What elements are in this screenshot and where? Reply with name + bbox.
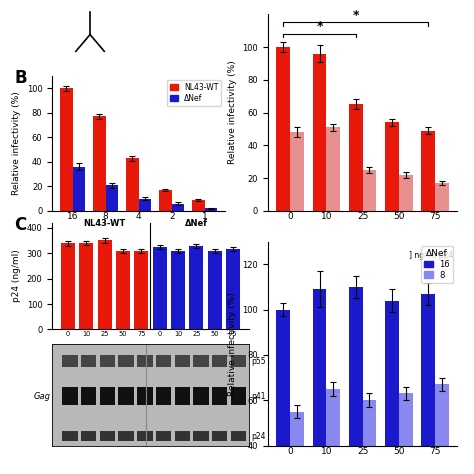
Bar [118, 355, 134, 367]
Text: B: B [14, 69, 27, 87]
Bar [385, 122, 399, 211]
Bar [276, 310, 290, 474]
Bar [231, 355, 246, 367]
Bar [81, 387, 96, 405]
Bar [212, 431, 228, 441]
Bar [135, 251, 148, 329]
Bar [363, 400, 376, 474]
Bar [193, 355, 209, 367]
Bar [435, 183, 449, 211]
Y-axis label: Relative infectivity (%): Relative infectivity (%) [12, 91, 21, 195]
Bar [421, 131, 435, 211]
Bar [231, 431, 246, 441]
Bar [172, 203, 184, 211]
Bar [126, 158, 138, 211]
Bar [98, 240, 111, 329]
Bar [116, 251, 130, 329]
Bar [137, 355, 153, 367]
Text: NL43-WT: NL43-WT [83, 219, 126, 228]
Bar [290, 411, 304, 474]
Y-axis label: Relative infectivity (%): Relative infectivity (%) [228, 61, 237, 164]
Bar [313, 54, 327, 211]
Bar [290, 132, 304, 211]
Bar [62, 355, 78, 367]
Bar [156, 355, 171, 367]
Bar [137, 431, 153, 441]
Bar [327, 128, 340, 211]
Bar [156, 387, 171, 405]
Bar [205, 209, 217, 211]
Bar [226, 249, 240, 329]
Bar [100, 387, 115, 405]
Text: p24 (ng/ml):: p24 (ng/ml): [107, 238, 170, 247]
Bar [137, 387, 153, 405]
Bar [153, 247, 166, 329]
Bar [100, 355, 115, 367]
Y-axis label: p24 (ng/ml): p24 (ng/ml) [12, 250, 21, 302]
Bar [399, 393, 412, 474]
Text: 2c (μM):: 2c (μM): [341, 250, 384, 259]
Bar [156, 431, 171, 441]
Text: p41: p41 [252, 392, 266, 401]
Bar [100, 431, 115, 441]
Text: p24: p24 [252, 431, 266, 440]
Text: *: * [316, 20, 323, 33]
Bar [193, 431, 209, 441]
Text: 2c (μM):: 2c (μM): [131, 351, 170, 360]
Bar [212, 355, 228, 367]
Bar [60, 88, 73, 211]
Text: C: C [14, 216, 27, 234]
Legend: NL43-WT, ΔNef: NL43-WT, ΔNef [167, 80, 221, 106]
Bar [62, 431, 78, 441]
Text: ] ng/ml p24: ] ng/ml p24 [410, 251, 454, 260]
Bar [349, 287, 363, 474]
Bar [93, 116, 106, 211]
Legend: 16, 8: 16, 8 [421, 246, 453, 283]
Y-axis label: Relative infectivity (%): Relative infectivity (%) [228, 292, 237, 395]
Bar [193, 387, 209, 405]
Bar [174, 387, 190, 405]
Bar [192, 200, 205, 211]
Bar [399, 175, 412, 211]
Bar [231, 387, 246, 405]
Bar [208, 251, 221, 329]
Text: Gag: Gag [33, 392, 50, 401]
Text: *: * [353, 9, 359, 22]
Bar [61, 243, 75, 329]
Bar [435, 384, 449, 474]
Bar [118, 431, 134, 441]
Bar [212, 387, 228, 405]
Bar [106, 185, 118, 211]
Bar [313, 289, 327, 474]
Bar [385, 301, 399, 474]
Bar [171, 251, 185, 329]
Bar [363, 170, 376, 211]
Bar [190, 246, 203, 329]
Bar [421, 294, 435, 474]
Text: p55: p55 [252, 356, 266, 365]
Bar [73, 167, 85, 211]
Text: ΔNef: ΔNef [185, 219, 208, 228]
Bar [81, 431, 96, 441]
Bar [118, 387, 134, 405]
Bar [138, 199, 151, 211]
Bar [159, 190, 172, 211]
Bar [276, 47, 290, 211]
Bar [174, 355, 190, 367]
Bar [62, 387, 78, 405]
Bar [349, 104, 363, 211]
Bar [80, 243, 93, 329]
Bar [81, 355, 96, 367]
Bar [327, 389, 340, 474]
Bar [174, 431, 190, 441]
